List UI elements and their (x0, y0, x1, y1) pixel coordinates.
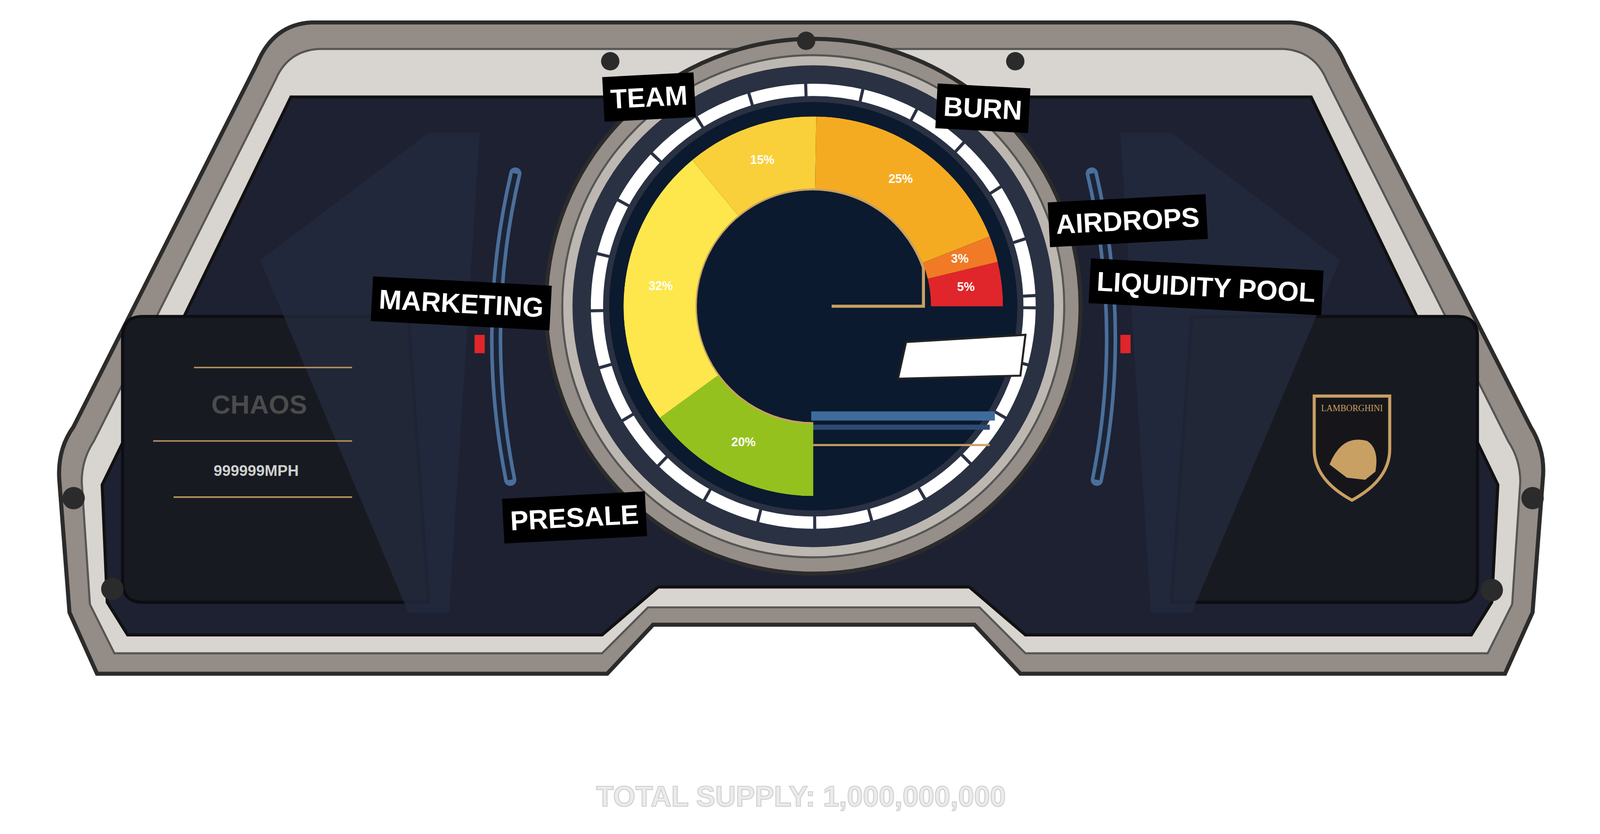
svg-text:TEAM: TEAM (609, 79, 689, 115)
svg-text:LAMBORGHINI: LAMBORGHINI (1321, 403, 1384, 413)
svg-text:20%: 20% (731, 434, 756, 449)
svg-text:999999MPH: 999999MPH (213, 462, 299, 480)
svg-text:CHAOS: CHAOS (211, 389, 308, 420)
svg-text:32%: 32% (648, 278, 674, 293)
svg-text:25%: 25% (888, 171, 913, 186)
svg-text:3%: 3% (951, 251, 969, 266)
svg-text:AIRDROPS: AIRDROPS (1055, 201, 1201, 240)
svg-text:MARKETING: MARKETING (378, 283, 545, 323)
svg-text:5%: 5% (957, 279, 975, 294)
svg-text:PRESALE: PRESALE (509, 498, 640, 536)
svg-text:15%: 15% (750, 152, 775, 167)
svg-text:TOTAL SUPPLY: 1,000,000,000: TOTAL SUPPLY: 1,000,000,000 (596, 780, 1006, 812)
svg-text:BURN: BURN (942, 90, 1023, 126)
svg-text:LIQUIDITY POOL: LIQUIDITY POOL (1096, 265, 1317, 308)
